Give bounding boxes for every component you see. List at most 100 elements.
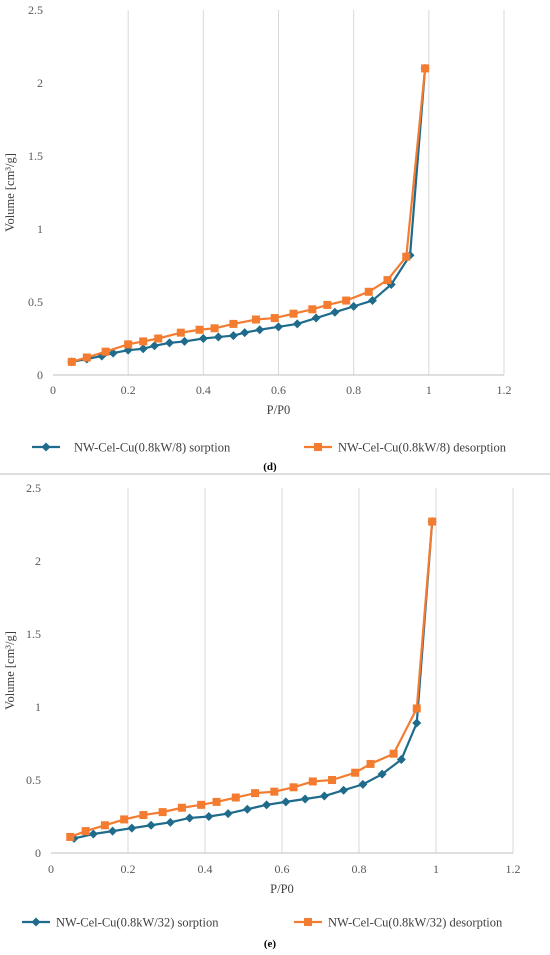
- y-tick-label: 1.5: [26, 627, 41, 641]
- x-tick-label: 0: [48, 862, 54, 876]
- y-tick-label: 2.5: [28, 3, 43, 17]
- sorption-point: [274, 322, 283, 332]
- sorption-point: [88, 829, 98, 839]
- legend: NW-Cel-Cu(0.8kW/32) sorption NW-Cel-Cu(0.…: [22, 916, 503, 930]
- panel-label: (e): [264, 938, 277, 950]
- sorption-point: [165, 817, 175, 827]
- x-tick-label: 0: [50, 383, 56, 397]
- desorption-point: [229, 319, 238, 328]
- x-axis-title: P/P0: [267, 403, 291, 417]
- y-tick-labels: 0 0.5 1 1.5 2 2.5: [26, 481, 41, 860]
- sorption-point: [185, 813, 195, 823]
- x-tick-label: 0.2: [121, 862, 136, 876]
- y-tick-label: 0: [37, 368, 43, 382]
- y-axis-title: Volume [cm³/g]: [3, 153, 17, 232]
- desorption-point: [251, 789, 260, 798]
- y-tick-label: 0.5: [26, 773, 41, 787]
- sorption-point: [213, 332, 223, 342]
- desorption-point: [154, 334, 163, 343]
- sorption-point: [198, 334, 208, 343]
- sorption-point: [262, 800, 272, 810]
- desorption-point: [328, 776, 337, 784]
- y-tick-label: 2.5: [26, 481, 41, 495]
- y-tick-label: 1: [37, 222, 43, 236]
- sorption-point: [396, 755, 406, 765]
- desorption-point: [66, 832, 75, 841]
- desorption-point: [428, 517, 437, 526]
- desorption-point: [195, 325, 204, 334]
- desorption-point: [342, 296, 351, 305]
- x-tick-label: 1: [426, 383, 432, 397]
- sorption-point: [349, 301, 359, 311]
- sorption-point: [319, 791, 329, 801]
- desorption-point: [81, 827, 90, 836]
- y-axis-title: Volume [cm³/g]: [3, 631, 17, 710]
- series-layer: [66, 517, 437, 843]
- sorption-point: [149, 341, 159, 351]
- desorption-point: [100, 821, 109, 830]
- legend-marker: [41, 442, 51, 452]
- sorption-point: [292, 319, 302, 329]
- x-tick-label: 0.4: [198, 862, 213, 876]
- desorption-point: [289, 783, 298, 792]
- y-tick-label: 1.5: [28, 149, 43, 163]
- x-tick-label: 1.2: [497, 383, 512, 397]
- desorption-point: [177, 803, 186, 812]
- series-line: [71, 68, 427, 363]
- desorption-point: [210, 324, 219, 333]
- x-tick-labels: 0 0.2 0.4 0.6 0.8 1 1.2: [50, 383, 512, 397]
- sorption-point: [127, 823, 137, 833]
- desorption-point: [308, 305, 317, 314]
- x-tick-label: 1: [433, 862, 439, 876]
- sorption-point: [108, 826, 118, 836]
- sorption-point: [311, 313, 321, 323]
- legend-marker: [31, 917, 41, 927]
- sorption-point: [180, 336, 190, 346]
- desorption-point: [270, 787, 279, 796]
- legend: NW-Cel-Cu(0.8kW/8) sorption NW-Cel-Cu(0.8…: [32, 441, 507, 455]
- desorption-point: [82, 353, 91, 362]
- sorption-point: [146, 820, 156, 830]
- desorption-point: [176, 328, 185, 337]
- sorption-point: [358, 779, 368, 789]
- sorption-point: [330, 307, 340, 317]
- y-tick-label: 0.5: [28, 295, 43, 309]
- desorption-point: [212, 797, 221, 806]
- y-tick-label: 2: [37, 76, 43, 90]
- x-tick-labels: 0 0.2 0.4 0.6 0.8 1 1.2: [48, 862, 521, 876]
- desorption-point: [383, 276, 392, 285]
- sorption-point: [242, 804, 252, 814]
- desorption-point: [101, 347, 110, 356]
- desorption-point: [402, 252, 411, 261]
- x-tick-label: 0.8: [352, 862, 367, 876]
- sorption-point: [204, 812, 214, 821]
- sorption-point: [377, 769, 387, 779]
- y-tick-label: 2: [35, 554, 41, 568]
- legend-marker: [314, 443, 322, 451]
- sorption-point: [367, 296, 377, 306]
- desorption-point: [412, 704, 421, 713]
- y-tick-label: 0: [35, 846, 41, 860]
- sorption-point: [240, 328, 250, 338]
- desorption-point: [231, 793, 240, 802]
- x-axis-title: P/P0: [270, 882, 294, 896]
- desorption-point: [139, 337, 148, 346]
- grid-lines: [127, 488, 514, 853]
- desorption-point: [158, 808, 167, 817]
- x-tick-label: 0.6: [271, 383, 286, 397]
- legend-label: NW-Cel-Cu(0.8kW/8) desorption: [338, 441, 507, 455]
- desorption-point: [366, 759, 375, 768]
- desorption-point: [289, 309, 298, 318]
- desorption-point: [67, 357, 76, 366]
- x-tick-label: 0.2: [121, 383, 136, 397]
- desorption-point: [351, 768, 360, 777]
- sorption-point: [300, 794, 310, 804]
- y-tick-labels: 0 0.5 1 1.5 2 2.5: [28, 3, 43, 382]
- legend-marker: [304, 918, 312, 926]
- x-tick-label: 0.6: [275, 862, 290, 876]
- legend-label: NW-Cel-Cu(0.8kW/8) sorption: [74, 441, 231, 455]
- sorption-point: [165, 338, 175, 348]
- panel-label: (d): [263, 461, 277, 473]
- desorption-point: [389, 749, 398, 758]
